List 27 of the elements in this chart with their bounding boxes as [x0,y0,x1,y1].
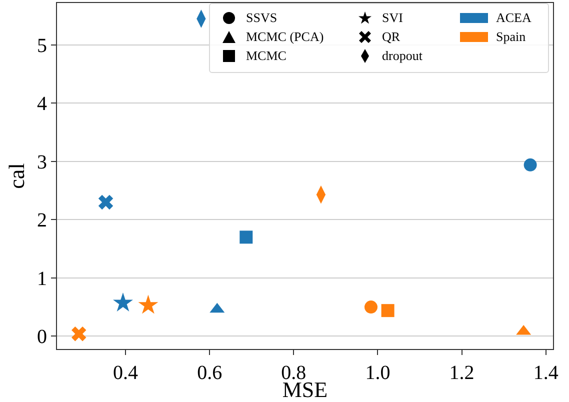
x-tick-label: 1.0 [365,362,390,384]
annotation: SVI [382,10,403,26]
annotation: MCMC [246,48,286,64]
y-tick-label: 2 [37,210,47,232]
x-tick-label: 0.8 [281,362,306,384]
point [364,300,378,314]
legend-label: ACEA [496,10,532,26]
y-axis-title: cal [4,163,29,189]
point [381,304,394,318]
x-tick-label: 0.6 [197,362,222,384]
point [98,194,114,210]
x-tick-label: 1.4 [533,362,558,384]
point [240,230,253,244]
x-tick-label: 0.4 [113,362,138,384]
y-tick-label: 1 [37,268,47,290]
y-tick-label: 3 [37,151,47,174]
annotation: dropout [382,48,422,64]
y-tick-label: 0 [37,326,47,348]
annotation: QR [382,29,400,45]
point [524,158,537,172]
y-tick-label: 5 [37,34,47,57]
point [72,326,86,342]
x-tick-label: 1.2 [449,362,474,384]
y-tick-label: 4 [37,93,47,116]
legend-label: Spain [496,29,526,45]
annotation: SSVS [246,10,278,26]
annotation: MCMC (PCA) [246,29,324,45]
